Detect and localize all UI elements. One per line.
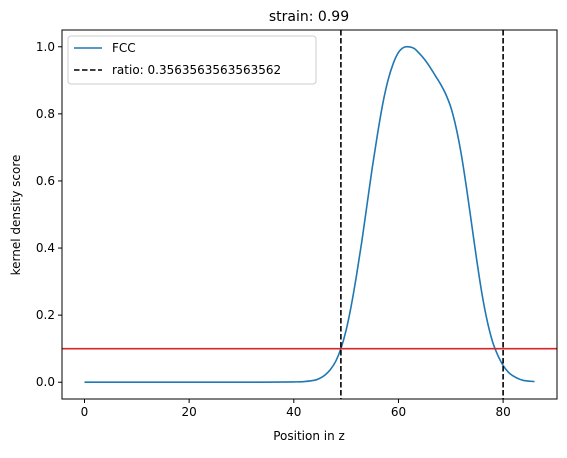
x-tick-label: 60 [391,405,406,419]
y-tick-label: 1.0 [36,40,55,54]
y-tick-label: 0.2 [36,308,55,322]
legend-box [67,35,317,85]
x-axis-label: Position in z [273,429,345,443]
legend: FCC ratio: 0.3563563563563562 [67,35,317,85]
x-tick-label: 0 [81,405,89,419]
y-axis-label: kernel density score [9,155,23,276]
series-line-fcc [84,45,535,384]
x-tick-label: 80 [495,405,510,419]
legend-ratio-label: ratio: 0.3563563563563562 [112,63,281,77]
chart-title: strain: 0.99 [269,9,349,25]
legend-fcc-label: FCC [112,41,136,55]
y-axis: 0.0 0.2 0.4 0.6 0.8 1.0 [36,40,62,389]
y-tick-label: 0.8 [36,107,55,121]
plot-area [62,30,557,399]
plot-frame [61,29,558,400]
x-axis: 0 20 40 60 80 [81,399,511,419]
y-tick-label: 0.6 [36,174,55,188]
x-tick-label: 40 [286,405,301,419]
x-tick-label: 20 [182,405,197,419]
y-tick-label: 0.0 [36,375,55,389]
y-tick-label: 0.4 [36,241,55,255]
